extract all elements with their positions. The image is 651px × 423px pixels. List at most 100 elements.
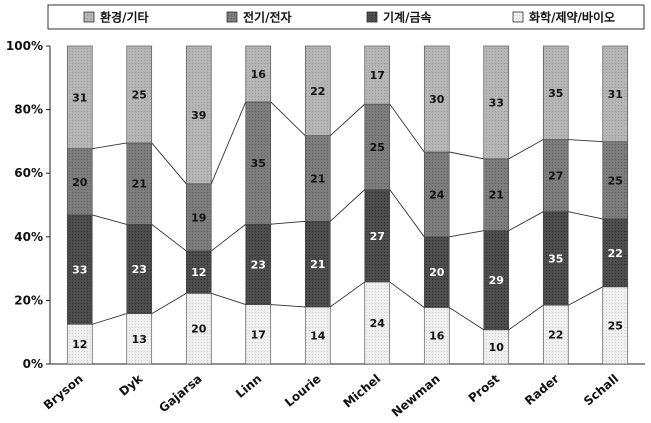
value-labels: 12 33 20 31 13 23 21 25 20 12 19 39 17 23 35 16 14 21 21 22… xyxy=(72,68,623,354)
connector-line xyxy=(508,139,544,160)
value-label: 35 xyxy=(548,252,563,265)
value-label: 21 xyxy=(310,173,325,186)
legend-label: 전기/전자 xyxy=(243,10,292,25)
x-tick-label: Dyk xyxy=(116,371,146,399)
y-tick-label: 40% xyxy=(14,230,43,244)
bar-segment-gajarsa-s3 xyxy=(185,45,212,185)
value-label: 10 xyxy=(489,341,505,354)
value-label: 29 xyxy=(489,274,504,287)
bars xyxy=(66,45,629,365)
bar-segment-linn-s2 xyxy=(245,101,272,225)
value-label: 31 xyxy=(608,88,623,101)
x-tick-label: Newman xyxy=(389,372,443,420)
bar-segment-dyk-s3 xyxy=(126,45,153,144)
bar-segment-gajarsa-s2 xyxy=(185,183,212,252)
value-label: 25 xyxy=(608,319,623,332)
value-label: 25 xyxy=(370,141,385,154)
connector-line xyxy=(92,313,127,325)
legend-swatch-1 xyxy=(366,11,378,23)
y-tick-label: 0% xyxy=(23,357,43,371)
bar-segment-lourie-s3 xyxy=(304,45,331,136)
value-label: 31 xyxy=(72,91,87,104)
connector-line xyxy=(329,281,366,308)
bar-segment-newman-s3 xyxy=(423,45,450,153)
connector-line xyxy=(151,292,187,314)
x-tick-label: Schall xyxy=(581,372,621,409)
value-label: 20 xyxy=(429,266,445,279)
x-tick-label: Lourie xyxy=(282,372,324,410)
connector-line xyxy=(151,224,187,252)
bar-segment-michel-s3 xyxy=(364,45,391,105)
value-label: 22 xyxy=(548,329,563,342)
bar-segment-newman-s1 xyxy=(423,236,450,308)
value-label: 24 xyxy=(429,188,445,201)
bar-segment-linn-s3 xyxy=(245,45,272,103)
legend-label: 화학/제약/바이오 xyxy=(529,10,615,25)
legend-box xyxy=(47,4,645,30)
x-tick-label: Bryson xyxy=(41,372,86,413)
bar-segment-bryson-s2 xyxy=(66,148,93,216)
y-tick-label: 80% xyxy=(14,103,43,117)
connector-lines xyxy=(92,101,603,331)
connector-line xyxy=(210,101,247,184)
bar-segment-rader-s0 xyxy=(542,304,569,365)
connector-line xyxy=(210,223,247,252)
x-tick-label: Prost xyxy=(466,371,503,405)
value-label: 21 xyxy=(489,189,504,202)
bar-segment-rader-s3 xyxy=(542,45,569,140)
connector-line xyxy=(270,101,306,137)
x-tick-label: Gajarsa xyxy=(156,372,204,416)
value-label: 22 xyxy=(310,85,325,98)
value-label: 17 xyxy=(370,69,385,82)
legend-label: 기계/금속 xyxy=(383,10,432,25)
value-label: 17 xyxy=(251,328,266,341)
bar-segment-lourie-s2 xyxy=(304,135,331,222)
value-label: 27 xyxy=(370,230,385,243)
y-tick-label: 20% xyxy=(14,293,43,307)
value-label: 19 xyxy=(191,211,206,224)
bar-segment-dyk-s0 xyxy=(126,313,153,365)
connector-line xyxy=(568,211,603,220)
connector-line xyxy=(211,292,246,306)
x-tick-label: Michel xyxy=(340,372,383,411)
value-label: 12 xyxy=(191,266,206,279)
x-axis-labels: Bryson Dyk Gajarsa Linn Lourie Michel Newman Pr… xyxy=(41,371,621,420)
bar-segment-bryson-s3 xyxy=(66,45,93,149)
legend: 환경/기타 전기/전자 기계/금속 화학/제약/바이오 xyxy=(47,4,645,30)
bar-segment-dyk-s1 xyxy=(126,224,153,314)
value-label: 16 xyxy=(429,330,445,343)
bar-segment-michel-s2 xyxy=(364,103,391,190)
bar-segment-michel-s0 xyxy=(364,281,391,365)
value-label: 20 xyxy=(72,176,88,189)
connector-line xyxy=(92,214,127,225)
bar-segment-prost-s2 xyxy=(483,158,510,231)
value-label: 20 xyxy=(191,323,207,336)
value-label: 33 xyxy=(489,96,504,109)
value-label: 24 xyxy=(370,317,386,330)
connector-line xyxy=(92,142,127,150)
bar-segment-linn-s0 xyxy=(245,304,272,365)
bar-segment-schall-s3 xyxy=(602,45,629,143)
value-label: 33 xyxy=(72,264,87,277)
connector-line xyxy=(508,304,544,331)
bar-segment-prost-s0 xyxy=(483,329,510,365)
connector-line xyxy=(389,189,425,238)
connector-line xyxy=(329,103,366,137)
connector-line xyxy=(329,189,366,222)
bar-segment-linn-s1 xyxy=(245,223,272,305)
value-label: 30 xyxy=(429,93,445,106)
value-label: 35 xyxy=(548,87,563,100)
connector-line xyxy=(389,103,425,153)
bar-segment-michel-s1 xyxy=(364,189,391,283)
x-tick-label: Linn xyxy=(233,372,264,401)
value-label: 16 xyxy=(251,68,267,81)
connector-line xyxy=(449,230,484,238)
connector-line xyxy=(568,286,603,306)
bar-segment-prost-s3 xyxy=(483,45,510,160)
connector-line xyxy=(508,211,544,232)
value-label: 23 xyxy=(132,263,147,276)
value-label: 21 xyxy=(132,178,147,191)
connector-line xyxy=(270,304,306,308)
value-label: 25 xyxy=(608,174,623,187)
